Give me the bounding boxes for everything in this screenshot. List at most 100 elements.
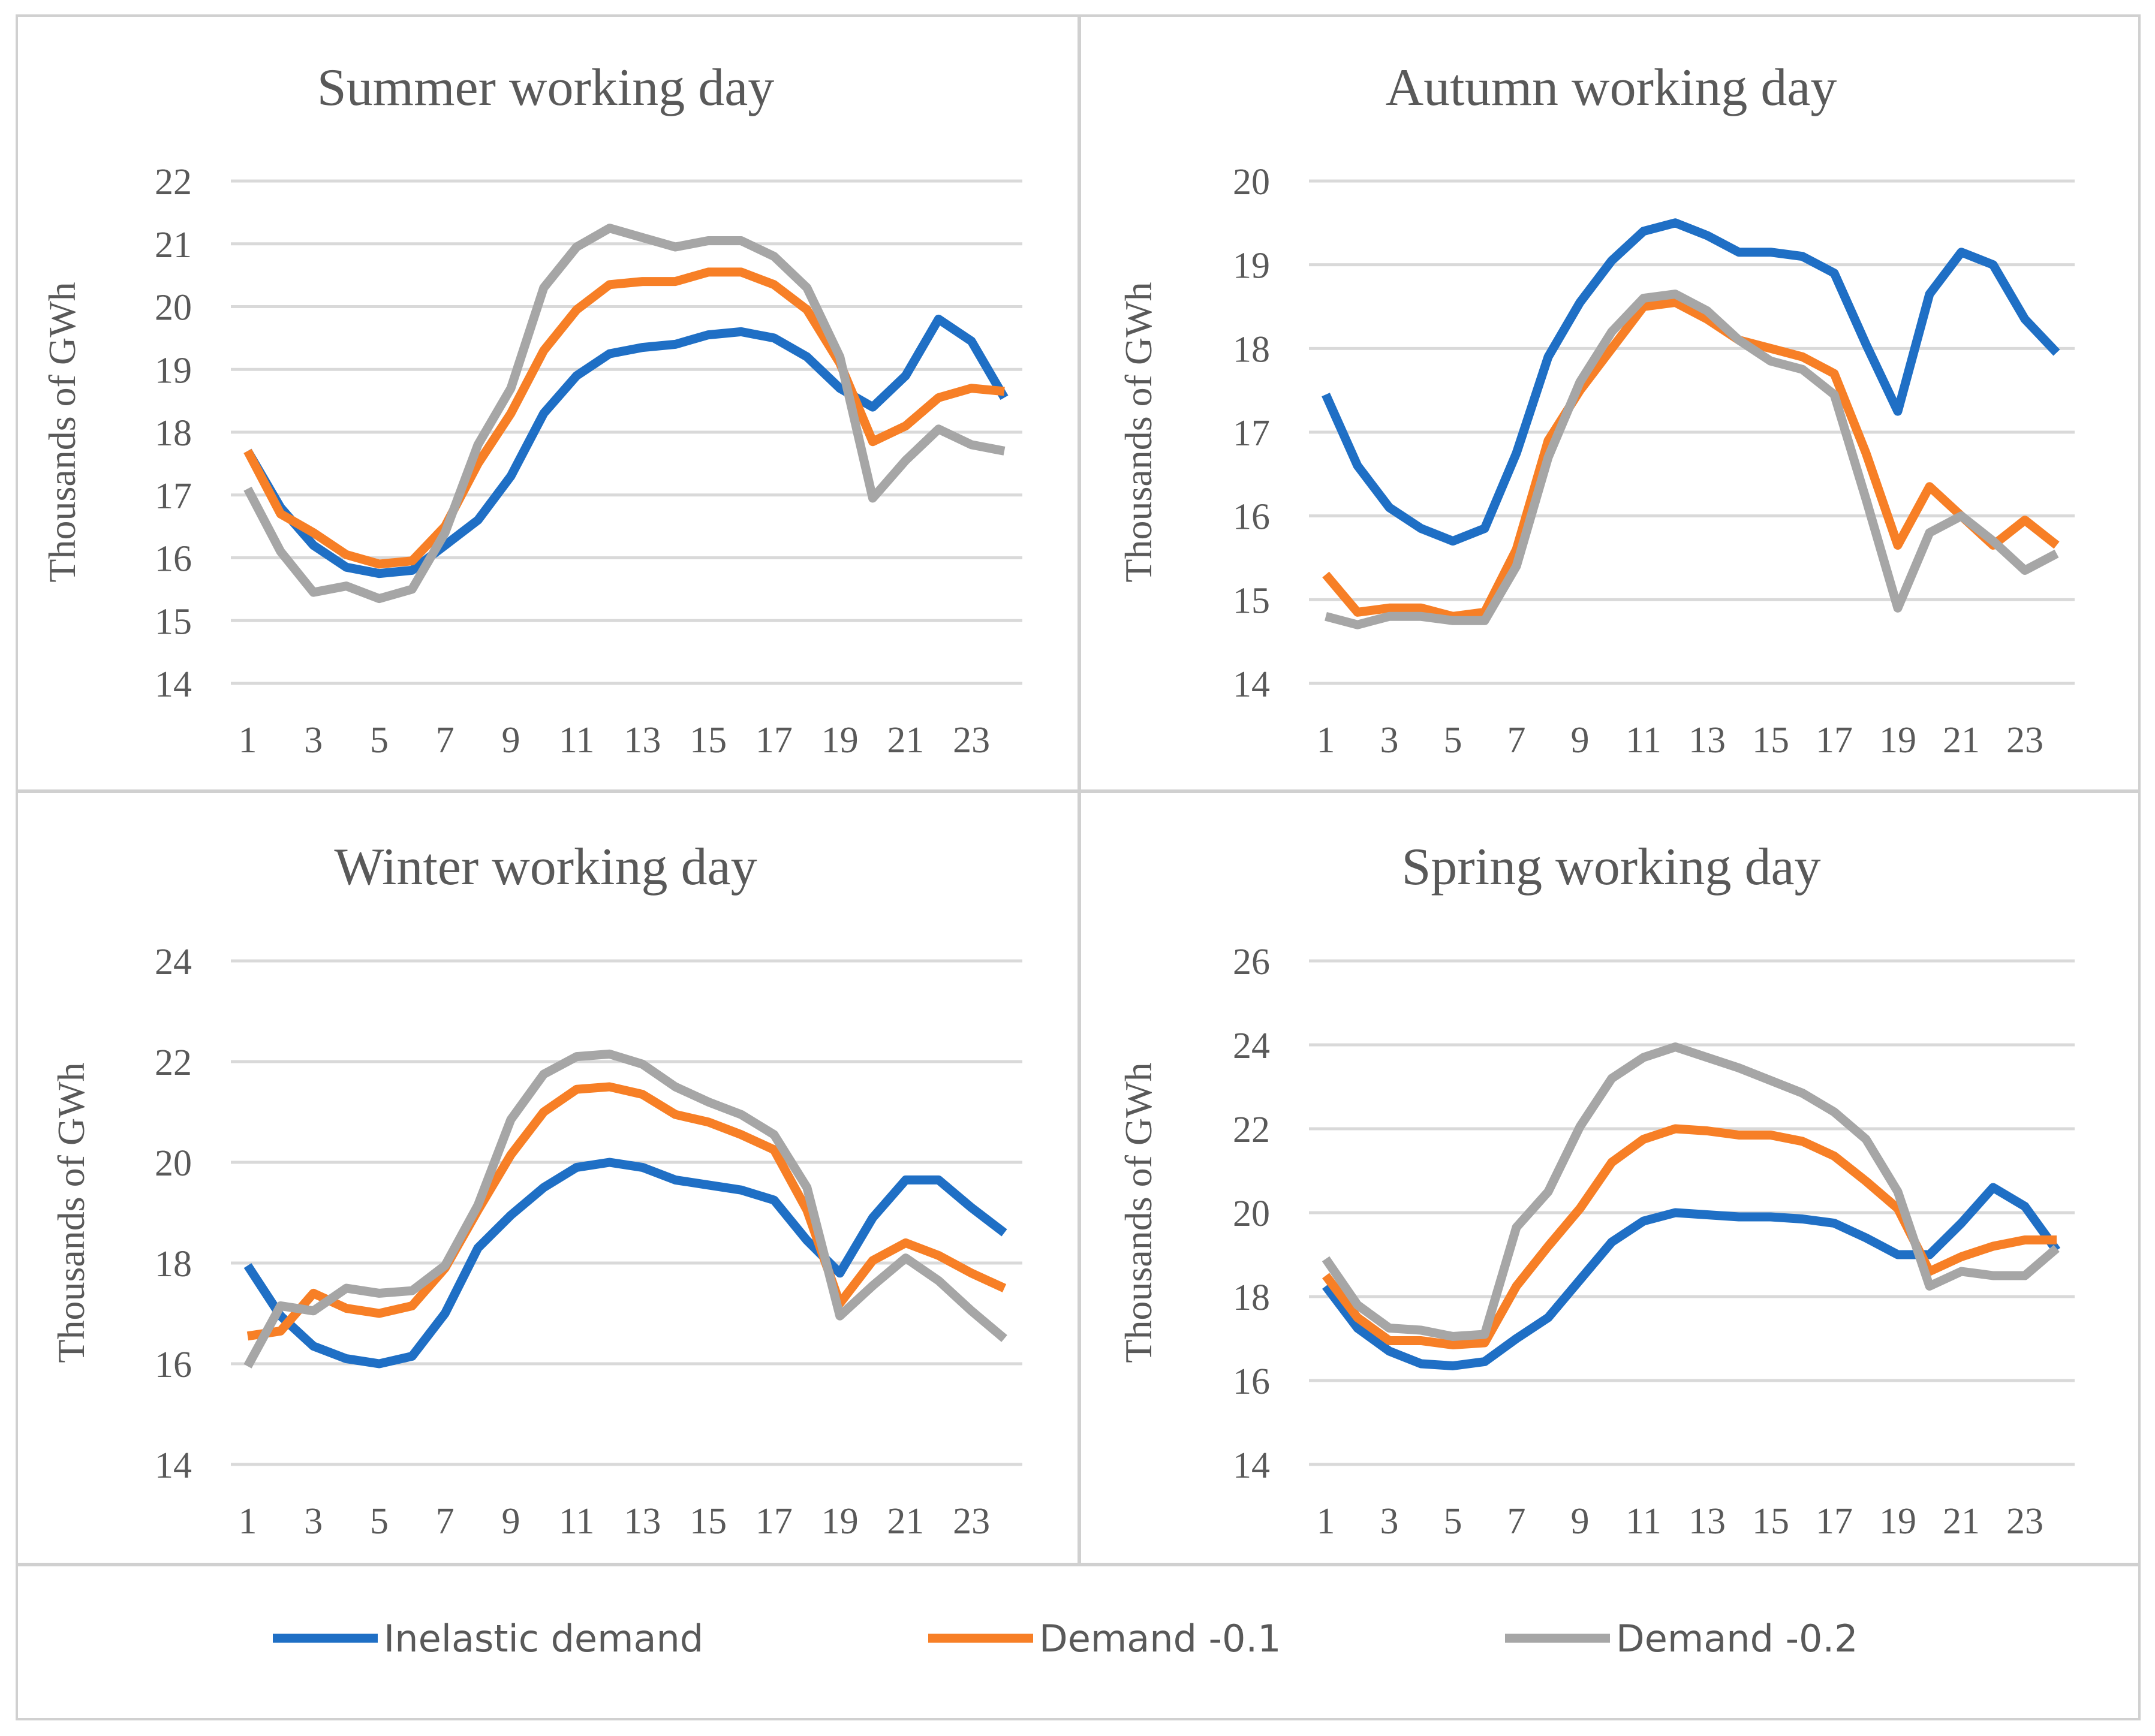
x-tick-label: 5 <box>370 1501 389 1542</box>
x-tick-label: 13 <box>1689 720 1726 761</box>
x-tick-label: 3 <box>1380 1501 1399 1542</box>
series-line-d01 <box>1322 1124 2057 1349</box>
legend-item-d01: Demand -0.1 <box>928 1617 1281 1660</box>
y-tick-label: 14 <box>155 1445 192 1486</box>
y-tick-label: 18 <box>155 1244 192 1285</box>
y-tick-label: 20 <box>155 288 192 328</box>
y-tick-label: 21 <box>155 225 192 266</box>
x-tick-label: 15 <box>690 720 727 761</box>
x-tick-label: 19 <box>1879 720 1916 761</box>
x-tick-label: 9 <box>1571 1501 1590 1542</box>
x-tick-label: 11 <box>559 1501 595 1542</box>
y-tick-label: 16 <box>1233 1361 1270 1402</box>
y-tick-label: 18 <box>1233 1277 1270 1318</box>
x-tick-label: 9 <box>501 1501 520 1542</box>
y-axis-label-summer: Thousands of GWh <box>41 282 83 582</box>
x-tick-label: 17 <box>756 720 793 761</box>
y-tick-label: 15 <box>155 601 192 642</box>
y-tick-label: 14 <box>155 664 192 705</box>
x-tick-label: 23 <box>2006 720 2043 761</box>
x-tick-label: 19 <box>821 720 859 761</box>
series-line-d02 <box>1325 290 2059 629</box>
x-tick-label: 21 <box>1943 1501 1980 1542</box>
x-tick-label: 23 <box>953 720 990 761</box>
chart-title-spring: Spring working day <box>1401 838 1820 896</box>
x-tick-label: 21 <box>887 720 924 761</box>
x-tick-label: 21 <box>1943 720 1980 761</box>
y-tick-label: 20 <box>1233 162 1270 203</box>
x-tick-label: 17 <box>1816 720 1853 761</box>
x-tick-label: 17 <box>1816 1501 1853 1542</box>
x-tick-label: 9 <box>1571 720 1590 761</box>
x-tick-label: 13 <box>624 1501 661 1542</box>
chart-spring: Spring working day Thousands of GWh 14 16 18… <box>1117 838 2075 1542</box>
x-tick-label: 3 <box>304 720 323 761</box>
y-tick-label: 24 <box>155 942 192 982</box>
series-line-d01 <box>246 1082 1007 1341</box>
x-tick-label: 5 <box>370 720 389 761</box>
x-tick-label: 11 <box>1626 720 1662 761</box>
x-tick-label: 21 <box>887 1501 924 1542</box>
y-tick-label: 19 <box>155 350 192 391</box>
series-line-d02 <box>243 224 1006 604</box>
x-tick-label: 7 <box>436 1501 455 1542</box>
y-tick-label: 14 <box>1233 664 1270 705</box>
series-line-inelastic <box>1322 218 2060 546</box>
x-tick-label: 7 <box>436 720 455 761</box>
series-line-d02 <box>243 1049 1007 1369</box>
x-tick-label: 7 <box>1507 720 1526 761</box>
x-tick-label: 11 <box>1626 1501 1662 1542</box>
series-line-d02 <box>1322 1042 2060 1341</box>
x-tick-label: 15 <box>1752 1501 1789 1542</box>
series-line-inelastic <box>243 314 1009 578</box>
x-tick-label: 19 <box>821 1501 859 1542</box>
y-tick-label: 20 <box>1233 1194 1270 1234</box>
y-tick-label: 22 <box>1233 1110 1270 1150</box>
chart-title-winter: Winter working day <box>334 838 757 896</box>
y-tick-label: 22 <box>155 1042 192 1083</box>
series-line-inelastic <box>243 1158 1007 1369</box>
x-tick-label: 1 <box>1317 1501 1335 1542</box>
y-tick-label: 22 <box>155 162 192 203</box>
legend-item-d02: Demand -0.2 <box>1505 1617 1858 1660</box>
x-tick-label: 15 <box>1752 720 1789 761</box>
x-tick-label: 1 <box>1317 720 1335 761</box>
y-tick-label: 14 <box>1233 1445 1270 1486</box>
x-tick-label: 1 <box>239 720 257 761</box>
y-tick-label: 20 <box>155 1143 192 1184</box>
chart-winter: Winter working day Thousands of GWh 14 16 18… <box>50 838 1022 1542</box>
y-tick-label: 26 <box>1233 942 1270 982</box>
legend: Inelastic demand Demand -0.1 Demand -0.2 <box>273 1617 1858 1660</box>
x-tick-label: 1 <box>239 1501 257 1542</box>
chart-title-autumn: Autumn working day <box>1386 59 1837 117</box>
x-tick-label: 7 <box>1507 1501 1526 1542</box>
x-tick-label: 13 <box>624 720 661 761</box>
x-tick-label: 3 <box>1380 720 1399 761</box>
legend-label-d02: Demand -0.2 <box>1616 1617 1858 1660</box>
x-tick-label: 3 <box>304 1501 323 1542</box>
y-tick-label: 16 <box>155 1345 192 1385</box>
y-axis-label-autumn: Thousands of GWh <box>1117 282 1160 582</box>
y-tick-label: 16 <box>1233 497 1270 538</box>
x-tick-label: 9 <box>501 720 520 761</box>
legend-item-inelastic: Inelastic demand <box>273 1617 703 1660</box>
x-tick-label: 15 <box>690 1501 727 1542</box>
legend-label-d01: Demand -0.1 <box>1039 1617 1281 1660</box>
chart-title-summer: Summer working day <box>317 59 775 117</box>
x-tick-label: 5 <box>1444 720 1462 761</box>
x-tick-label: 13 <box>1689 1501 1726 1542</box>
x-tick-label: 17 <box>756 1501 793 1542</box>
y-axis-label-spring: Thousands of GWh <box>1117 1062 1160 1363</box>
x-tick-label: 19 <box>1879 1501 1916 1542</box>
y-tick-label: 17 <box>1233 413 1270 454</box>
y-tick-label: 15 <box>1233 580 1270 621</box>
x-tick-label: 11 <box>559 720 595 761</box>
x-tick-label: 23 <box>2006 1501 2043 1542</box>
legend-label-inelastic: Inelastic demand <box>384 1617 703 1660</box>
y-tick-label: 19 <box>1233 246 1270 287</box>
series-line-inelastic <box>1322 1183 2061 1370</box>
y-axis-label-winter: Thousands of GWh <box>50 1062 92 1363</box>
